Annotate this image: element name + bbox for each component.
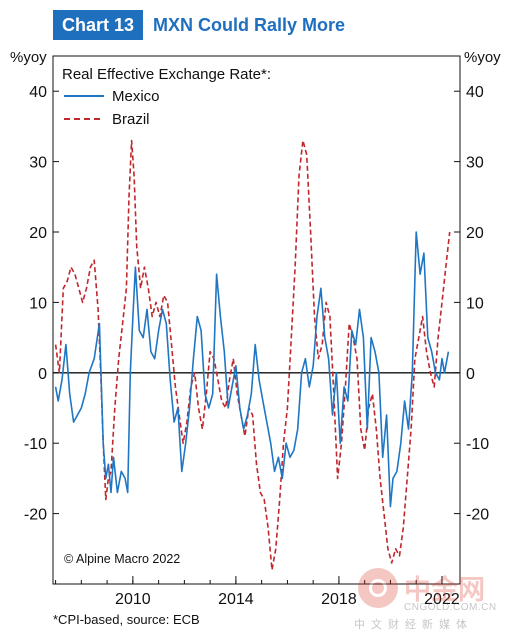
copyright-annotation: © Alpine Macro 2022 (64, 552, 180, 566)
watermark-url: CNGOLD.COM.CN (404, 602, 497, 613)
chart-title: Real Effective Exchange Rate*: (62, 66, 271, 83)
x-tick-label: 2014 (218, 591, 254, 608)
legend-label-mexico: Mexico (112, 88, 160, 105)
series-line-mexico (54, 231, 450, 508)
y-axis-unit-left: %yoy (10, 49, 47, 66)
y-tick-label-left: 20 (29, 225, 47, 242)
chart-footnote: *CPI-based, source: ECB (53, 612, 200, 627)
y-tick-label-right: -10 (466, 436, 489, 453)
x-tick-label: 2022 (424, 591, 460, 608)
y-tick-label-left: -10 (24, 436, 47, 453)
y-tick-label-right: 0 (466, 366, 475, 383)
x-tick-label: 2018 (321, 591, 357, 608)
watermark-tagline: 中文财经新媒体 (354, 619, 473, 631)
y-tick-label-left: -20 (24, 507, 47, 524)
y-axis-unit-right: %yoy (464, 49, 501, 66)
y-tick-label-right: 30 (466, 155, 484, 172)
chart-header: Chart 13 MXN Could Rally More (53, 10, 345, 40)
y-tick-label-left: 30 (29, 155, 47, 172)
watermark-logo-icon (358, 568, 398, 608)
legend-label-brazil: Brazil (112, 111, 150, 128)
series-line-brazil (54, 139, 451, 571)
chart-number-badge: Chart 13 (53, 10, 144, 40)
plot-frame (52, 55, 461, 585)
y-tick-label-left: 0 (38, 366, 47, 383)
chart-heading: MXN Could Rally More (153, 14, 346, 35)
y-tick-label-left: 40 (29, 84, 47, 101)
y-tick-label-right: -20 (466, 507, 489, 524)
site-watermark: 中金网 CNGOLD.COM.CN 中文财经新媒体 (354, 566, 498, 636)
y-tick-label-right: 40 (466, 84, 484, 101)
watermark-brand: 中金网 (404, 575, 485, 606)
y-tick-label-right: 20 (466, 225, 484, 242)
y-tick-label-right: 10 (466, 295, 484, 312)
x-tick-label: 2010 (115, 591, 151, 608)
y-tick-label-left: 10 (29, 295, 47, 312)
